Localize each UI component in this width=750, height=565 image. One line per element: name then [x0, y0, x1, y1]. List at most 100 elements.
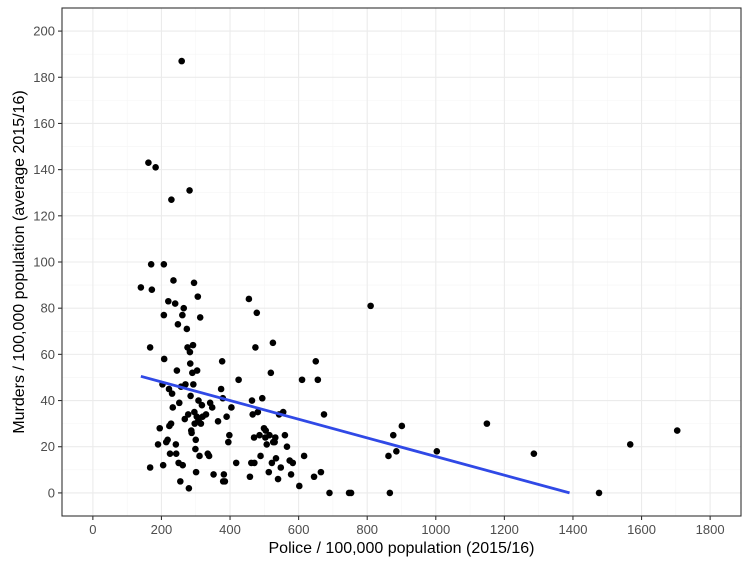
y-axis-title: Murders / 100,000 population (average 20… — [11, 90, 28, 433]
data-point — [175, 399, 183, 407]
x-tick-label: 1800 — [696, 522, 725, 537]
y-tick-label: 100 — [33, 255, 55, 270]
data-point — [226, 431, 233, 439]
x-tick-label: 400 — [219, 522, 241, 537]
data-point — [254, 408, 262, 416]
data-point — [208, 404, 216, 411]
data-point — [148, 286, 156, 294]
data-point — [193, 367, 201, 374]
data-point — [190, 381, 197, 388]
data-point — [248, 397, 256, 404]
data-point — [673, 427, 681, 434]
data-point — [186, 348, 194, 356]
data-point — [177, 478, 184, 485]
data-point — [172, 441, 180, 448]
data-point — [217, 385, 225, 393]
data-point — [258, 394, 266, 402]
data-point — [166, 450, 174, 457]
data-point — [198, 401, 206, 409]
data-point — [251, 459, 258, 467]
data-point — [192, 445, 199, 453]
data-point — [296, 482, 303, 490]
data-point — [218, 357, 226, 365]
data-point — [530, 450, 538, 457]
data-point — [186, 360, 194, 367]
data-point — [250, 434, 258, 441]
data-point — [156, 424, 164, 432]
data-point — [263, 441, 271, 448]
data-point — [220, 471, 228, 478]
data-point — [205, 452, 213, 460]
data-point — [160, 311, 168, 319]
data-point — [145, 159, 152, 167]
x-axis-ticks: 0 200 400 600 800 1000 1200 1400 1600 1800 — [89, 516, 725, 537]
data-point — [245, 295, 253, 303]
data-point — [160, 261, 168, 268]
data-point — [347, 489, 355, 497]
data-point — [189, 341, 197, 349]
data-point — [159, 461, 167, 469]
data-point — [228, 404, 235, 411]
data-point — [167, 420, 175, 427]
data-point — [389, 431, 397, 439]
x-tick-label: 1000 — [421, 522, 450, 537]
y-tick-label: 200 — [33, 24, 55, 39]
data-point — [210, 471, 217, 478]
data-point — [269, 339, 277, 347]
data-point — [168, 390, 176, 397]
data-point — [147, 261, 155, 268]
data-point — [386, 489, 394, 497]
data-point — [326, 489, 333, 497]
data-point — [192, 436, 200, 444]
x-tick-label: 1200 — [490, 522, 519, 537]
data-points — [137, 57, 681, 497]
data-point — [194, 293, 202, 300]
data-point — [398, 422, 406, 430]
data-point — [174, 321, 182, 328]
data-point — [154, 441, 162, 448]
data-point — [187, 392, 194, 400]
data-point — [317, 468, 325, 476]
data-point — [223, 413, 230, 421]
data-point — [268, 459, 276, 467]
y-tick-label: 80 — [41, 301, 55, 316]
data-point — [169, 404, 177, 411]
data-point — [165, 297, 172, 305]
x-tick-label: 0 — [89, 522, 96, 537]
data-point — [152, 164, 159, 171]
data-point — [195, 397, 202, 404]
data-point — [178, 57, 185, 65]
data-point — [267, 369, 275, 377]
data-point — [196, 452, 203, 460]
data-point — [183, 325, 191, 333]
data-point — [310, 473, 318, 481]
data-point — [186, 187, 193, 194]
data-point — [232, 459, 240, 467]
grid-major — [62, 8, 741, 516]
data-point — [172, 450, 180, 457]
data-point — [298, 376, 306, 384]
data-point — [182, 381, 189, 388]
data-point — [196, 314, 204, 321]
data-point — [287, 471, 295, 478]
y-tick-label: 120 — [33, 208, 55, 223]
data-point — [173, 367, 181, 374]
data-point — [137, 284, 145, 291]
data-point — [214, 418, 222, 425]
y-tick-label: 20 — [41, 439, 55, 454]
data-point — [190, 279, 198, 287]
data-point — [225, 438, 232, 446]
data-point — [277, 464, 285, 471]
data-point — [385, 452, 392, 460]
y-tick-label: 60 — [41, 347, 55, 362]
y-tick-label: 140 — [33, 162, 55, 177]
x-axis-title: Police / 100,000 population (2015/16) — [269, 540, 535, 557]
data-point — [272, 454, 280, 462]
data-point — [320, 411, 328, 418]
data-point — [257, 452, 264, 460]
y-axis-ticks: 0 20 40 60 80 100 120 140 160 180 200 — [33, 24, 62, 500]
x-tick-label: 600 — [288, 522, 310, 537]
data-point — [179, 311, 186, 319]
data-point — [433, 448, 441, 455]
